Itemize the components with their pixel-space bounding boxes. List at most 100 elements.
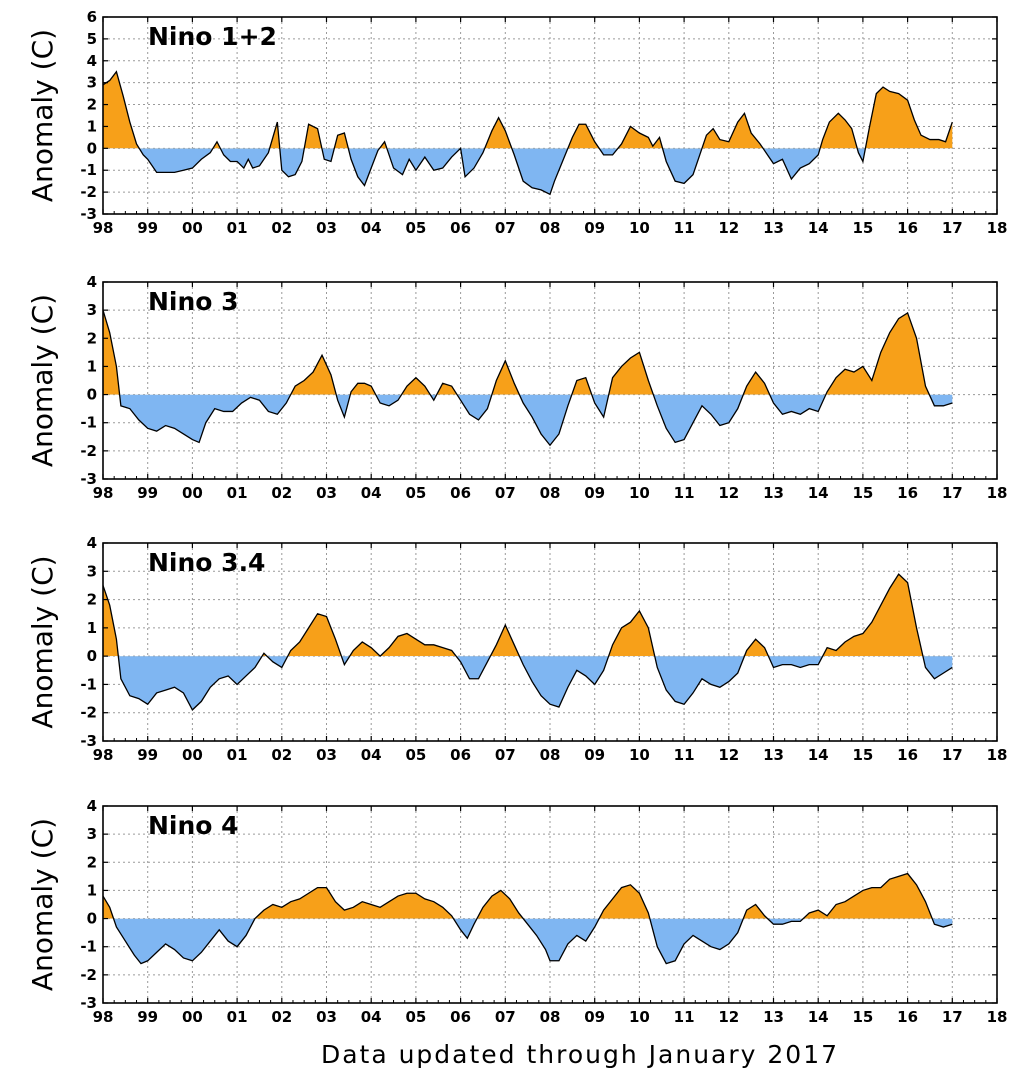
x-tick-label: 09: [584, 219, 605, 237]
anomaly-line: [102, 573, 953, 711]
x-tick-label: 15: [852, 746, 873, 764]
x-tick-label: 14: [808, 484, 829, 502]
y-tick-label: -3: [80, 205, 97, 223]
x-tick-label: 12: [718, 746, 739, 764]
panel-3: 98 99 00 01 02 03 04 05 06 07 08 09 10 11 12 13 14 15 16 17…: [26, 797, 1007, 1026]
y-tick-label: 0: [87, 647, 97, 665]
y-tick-label: -1: [80, 675, 97, 693]
x-tick-label: 03: [316, 219, 337, 237]
y-tick-label: 2: [87, 591, 97, 609]
x-tick-label: 15: [852, 1008, 873, 1026]
positive-anomaly-area: [103, 71, 953, 149]
x-tick-label: 14: [808, 219, 829, 237]
x-tick-label: 06: [450, 1008, 471, 1026]
x-tick-label: 99: [137, 1008, 158, 1026]
x-tick-label: 17: [942, 746, 963, 764]
y-axis-label: Anomaly (C): [26, 294, 59, 467]
negative-anomaly-area: [113, 918, 953, 964]
x-tick-label: 12: [718, 484, 739, 502]
x-tick-label: 03: [316, 484, 337, 502]
x-tick-label: 15: [852, 219, 873, 237]
y-tick-label: 4: [87, 52, 97, 70]
x-tick-label: 05: [405, 219, 426, 237]
y-tick-label: -1: [80, 414, 97, 432]
y-tick-label: -3: [80, 732, 97, 750]
x-tick-label: 17: [942, 219, 963, 237]
y-tick-label: 1: [87, 357, 97, 375]
panel-title: Nino 4: [148, 811, 239, 840]
anomaly-line: [102, 309, 953, 447]
x-tick-label: 02: [271, 1008, 292, 1026]
x-tick-label: 05: [405, 1008, 426, 1026]
y-tick-label: 3: [87, 301, 97, 319]
x-tick-label: 10: [629, 746, 650, 764]
panel-title: Nino 3: [148, 287, 239, 316]
x-tick-label: 99: [137, 746, 158, 764]
x-tick-label: 00: [182, 219, 203, 237]
x-tick-label: 14: [808, 1008, 829, 1026]
x-tick-label: 03: [316, 746, 337, 764]
y-tick-label: -2: [80, 183, 97, 201]
positive-anomaly-area: [103, 873, 953, 919]
x-tick-label: 09: [584, 1008, 605, 1026]
x-tick-label: 13: [763, 746, 784, 764]
x-tick-label: 05: [405, 484, 426, 502]
x-tick-label: 08: [540, 1008, 561, 1026]
y-tick-label: 3: [87, 825, 97, 843]
x-tick-label: 06: [450, 219, 471, 237]
anomaly-line: [102, 872, 953, 965]
x-tick-label: 10: [629, 1008, 650, 1026]
x-tick-label: 08: [540, 484, 561, 502]
x-tick-label: 98: [93, 484, 114, 502]
y-axis-label: Anomaly (C): [26, 555, 59, 728]
y-tick-label: 2: [87, 853, 97, 871]
x-tick-label: 06: [450, 484, 471, 502]
x-tick-label: 98: [93, 219, 114, 237]
panel-2: 98 99 00 01 02 03 04 05 06 07 08 09 10 11 12 13 14 15 16 17…: [26, 534, 1007, 764]
x-tick-label: 01: [227, 1008, 248, 1026]
x-tick-label: 14: [808, 746, 829, 764]
x-tick-label: 01: [227, 219, 248, 237]
x-tick-label: 12: [718, 1008, 739, 1026]
x-tick-label: 00: [182, 484, 203, 502]
x-tick-label: 12: [718, 219, 739, 237]
y-tick-label: -2: [80, 966, 97, 984]
x-tick-label: 04: [361, 746, 382, 764]
y-tick-label: 2: [87, 96, 97, 114]
x-tick-label: 13: [763, 219, 784, 237]
x-tick-label: 09: [584, 484, 605, 502]
x-tick-label: 99: [137, 219, 158, 237]
y-tick-label: 0: [87, 386, 97, 404]
y-tick-label: -2: [80, 442, 97, 460]
x-tick-label: 11: [674, 219, 695, 237]
y-tick-label: -2: [80, 704, 97, 722]
x-tick-label: 07: [495, 484, 516, 502]
panel-title: Nino 3.4: [148, 548, 265, 577]
y-tick-label: 1: [87, 117, 97, 135]
x-tick-label: 11: [674, 746, 695, 764]
x-tick-label: 04: [361, 484, 382, 502]
x-tick-label: 01: [227, 746, 248, 764]
x-tick-label: 18: [987, 219, 1008, 237]
x-tick-label: 05: [405, 746, 426, 764]
x-tick-label: 08: [540, 219, 561, 237]
y-tick-label: -3: [80, 470, 97, 488]
y-axis-label: Anomaly (C): [26, 29, 59, 202]
y-tick-label: -3: [80, 994, 97, 1012]
y-tick-label: 4: [87, 273, 97, 291]
y-tick-label: 6: [87, 8, 97, 26]
x-tick-label: 16: [897, 1008, 918, 1026]
negative-anomaly-area: [103, 656, 953, 710]
y-tick-label: 1: [87, 881, 97, 899]
x-tick-label: 00: [182, 746, 203, 764]
y-tick-label: 0: [87, 139, 97, 157]
x-tick-label: 99: [137, 484, 158, 502]
x-tick-label: 10: [629, 219, 650, 237]
x-tick-label: 18: [987, 1008, 1008, 1026]
y-tick-label: 3: [87, 74, 97, 92]
x-tick-label: 18: [987, 484, 1008, 502]
x-tick-label: 04: [361, 219, 382, 237]
x-tick-label: 98: [93, 1008, 114, 1026]
x-tick-label: 15: [852, 484, 873, 502]
panel-title: Nino 1+2: [148, 22, 277, 51]
